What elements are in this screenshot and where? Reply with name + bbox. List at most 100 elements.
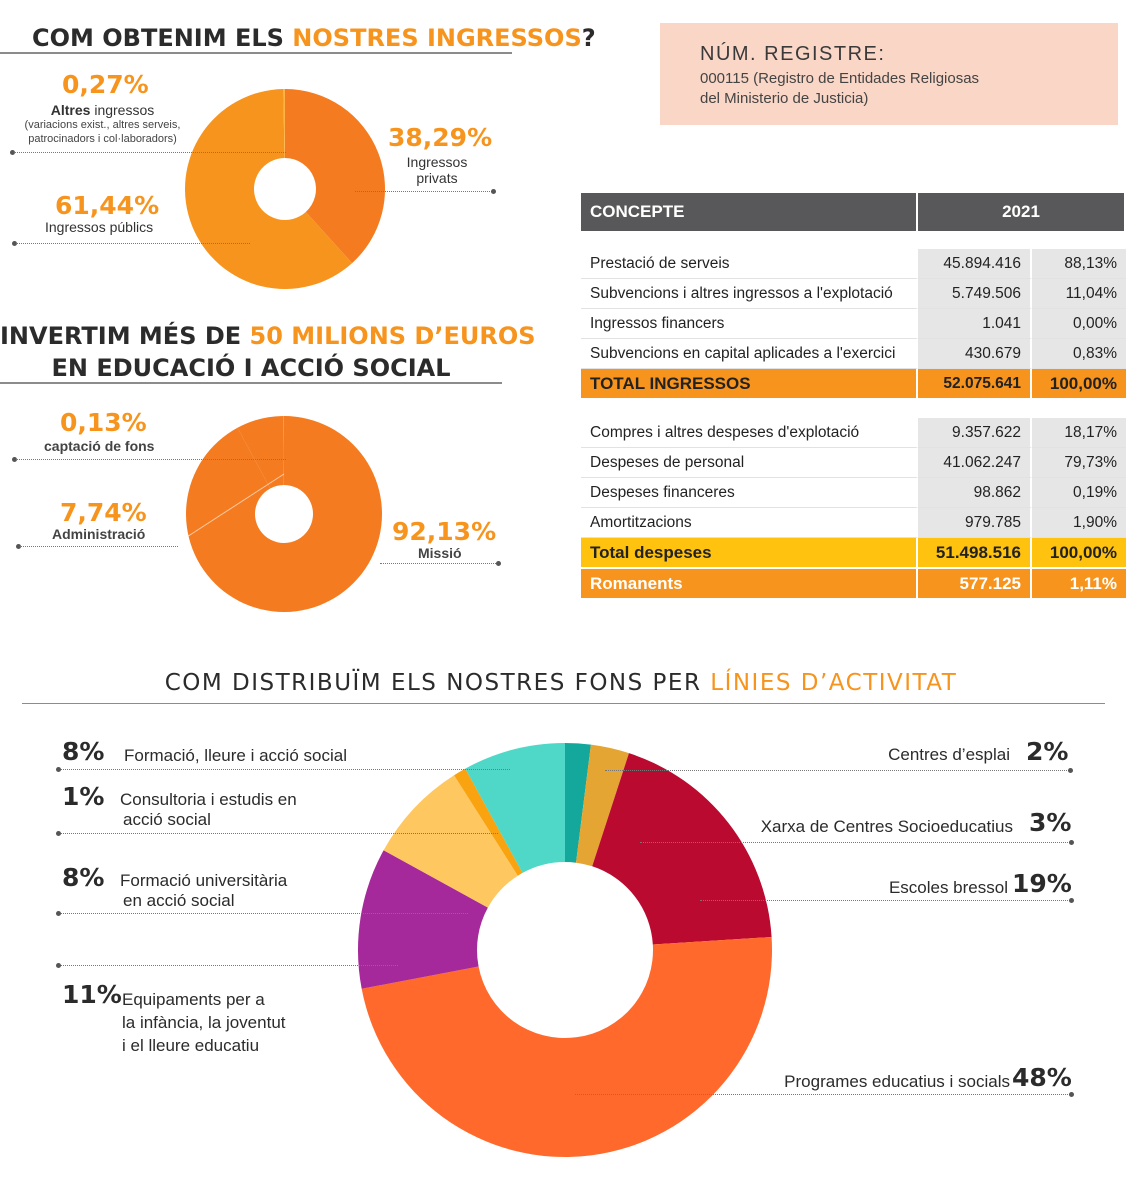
invest-title-line1: INVERTIM MÉS DE 50 MILIONS D’EUROS — [0, 322, 536, 350]
income-title-rule — [0, 52, 512, 54]
leader-line — [16, 459, 286, 460]
leader-dot — [1069, 898, 1074, 903]
distribution-donut-chart — [358, 743, 772, 1157]
leader-line — [14, 152, 286, 153]
leader-line — [640, 842, 1072, 843]
leader-dot — [1069, 1092, 1074, 1097]
missio-label: Missió — [418, 545, 462, 561]
income-title: COM OBTENIM ELS NOSTRES INGRESSOS? — [32, 24, 596, 52]
table-row: Despeses financeres 98.862 0,19% — [581, 478, 1126, 508]
leader-dot — [1069, 840, 1074, 845]
captacio-pct: 0,13% — [60, 408, 147, 437]
registry-title: NÚM. REGISTRE: — [700, 43, 886, 65]
leader-line — [58, 913, 468, 914]
table-row: Compres i altres despeses d'explotació 9… — [581, 418, 1126, 448]
table-row: Subvencions i altres ingressos a l'explo… — [581, 279, 1126, 309]
invest-donut-chart — [184, 416, 382, 612]
publics-label: Ingressos públics — [45, 219, 154, 235]
invest-title-rule — [0, 382, 502, 384]
slice-administracio — [237, 416, 284, 489]
consultoria-pct: 1% — [62, 782, 105, 811]
leader-dot — [491, 189, 496, 194]
esplai-pct: 2% — [1026, 737, 1069, 766]
leader-line — [575, 1094, 1072, 1095]
leader-line — [700, 900, 1072, 901]
leader-line — [20, 546, 178, 547]
xarxa-pct: 3% — [1029, 808, 1072, 837]
leader-dot — [56, 831, 61, 836]
formacio-lleure-label: Formació, lleure i acció social — [124, 746, 347, 765]
equipaments-pct: 11% — [62, 980, 122, 1009]
table-spacer — [581, 231, 1126, 249]
xarxa-label: Xarxa de Centres Socioeducatius — [760, 817, 1013, 836]
formacio-lleure-pct: 8% — [62, 737, 105, 766]
esplai-label: Centres d’esplai — [888, 745, 1010, 764]
distribution-title: COM DISTRIBUÏM ELS NOSTRES FONS PER LÍNI… — [164, 670, 958, 696]
programes-label: Programes educatius i socials — [784, 1072, 1010, 1091]
financial-table: CONCEPTE 2021 Prestació de serveis 45.89… — [581, 193, 1126, 598]
leader-dot — [16, 544, 21, 549]
slice-altres-ingressos — [283, 89, 285, 159]
leader-line — [58, 769, 510, 770]
distribution-title-rule — [22, 703, 1105, 704]
programes-pct: 48% — [1012, 1063, 1072, 1092]
table-row: Amortitzacions 979.785 1,90% — [581, 508, 1126, 538]
leader-line — [355, 191, 492, 192]
income-total-row: TOTAL INGRESSOS 52.075.641 100,00% — [581, 369, 1126, 400]
leader-dot — [12, 241, 17, 246]
privats-pct: 38,29% — [388, 123, 493, 152]
bressol-label: Escoles bressol — [888, 878, 1008, 897]
table-spacer — [581, 400, 1126, 418]
leader-line — [380, 563, 498, 564]
header-concept: CONCEPTE — [581, 193, 918, 231]
header-year: 2021 — [918, 193, 1126, 231]
expense-total-row: Total despeses 51.498.516 100,00% — [581, 538, 1126, 569]
missio-pct: 92,13% — [392, 517, 497, 546]
registry-box: NÚM. REGISTRE: 000115 (Registro de Entid… — [660, 23, 1118, 125]
invest-title-line2: EN EDUCACIÓ I ACCIÓ SOCIAL — [51, 354, 451, 382]
slice-ingressos-publics — [185, 89, 353, 289]
leader-line — [16, 243, 250, 244]
slice-formacio-universitaria — [383, 775, 518, 908]
slice-xarxa-centres — [576, 744, 629, 867]
slice-consultoria — [454, 768, 523, 876]
universitaria-pct: 8% — [62, 863, 105, 892]
leader-line — [58, 833, 498, 834]
table-row: Subvencions en capital aplicades a l'exe… — [581, 339, 1126, 369]
leader-dot — [12, 457, 17, 462]
table-header: CONCEPTE 2021 — [581, 193, 1126, 231]
slice-formacio-lleure — [465, 743, 565, 873]
slice-programes-educatius — [361, 937, 772, 1157]
romanents-row: Romanents 577.125 1,11% — [581, 569, 1126, 598]
table-row: Prestació de serveis 45.894.416 88,13% — [581, 249, 1126, 279]
income-donut-chart — [185, 89, 385, 289]
leader-dot — [56, 963, 61, 968]
leader-dot — [10, 150, 15, 155]
publics-pct: 61,44% — [55, 191, 160, 220]
slice-centres-esplai — [565, 743, 591, 863]
altres-label: Altres ingressos (variacions exist., alt… — [24, 102, 181, 145]
table-row: Ingressos financers 1.041 0,00% — [581, 309, 1126, 339]
slice-equipaments — [358, 850, 488, 989]
equipaments-label: Equipaments per a la infància, la jovent… — [122, 990, 286, 1055]
admin-label: Administració — [52, 526, 146, 542]
privats-label: Ingressos privats — [406, 154, 468, 186]
table-row: Despeses de personal 41.062.247 79,73% — [581, 448, 1126, 478]
leader-dot — [1068, 768, 1073, 773]
leader-dot — [56, 911, 61, 916]
slice-ingressos-privats — [285, 89, 385, 264]
leader-dot — [496, 561, 501, 566]
admin-slice-edge — [184, 473, 285, 540]
leader-line — [605, 770, 1071, 771]
leader-dot — [56, 767, 61, 772]
universitaria-label: Formació universitària en acció social — [120, 871, 288, 910]
bressol-pct: 19% — [1012, 869, 1072, 898]
slice-captacio-fons — [283, 416, 284, 486]
slice-escoles-bressol — [592, 753, 772, 945]
consultoria-label: Consultoria i estudis en acció social — [120, 790, 297, 829]
altres-pct: 0,27% — [62, 70, 149, 99]
admin-pct: 7,74% — [60, 498, 147, 527]
leader-line — [58, 965, 398, 966]
registry-text: 000115 (Registro de Entidades Religiosas… — [700, 70, 980, 107]
captacio-label: captació de fons — [44, 438, 155, 454]
